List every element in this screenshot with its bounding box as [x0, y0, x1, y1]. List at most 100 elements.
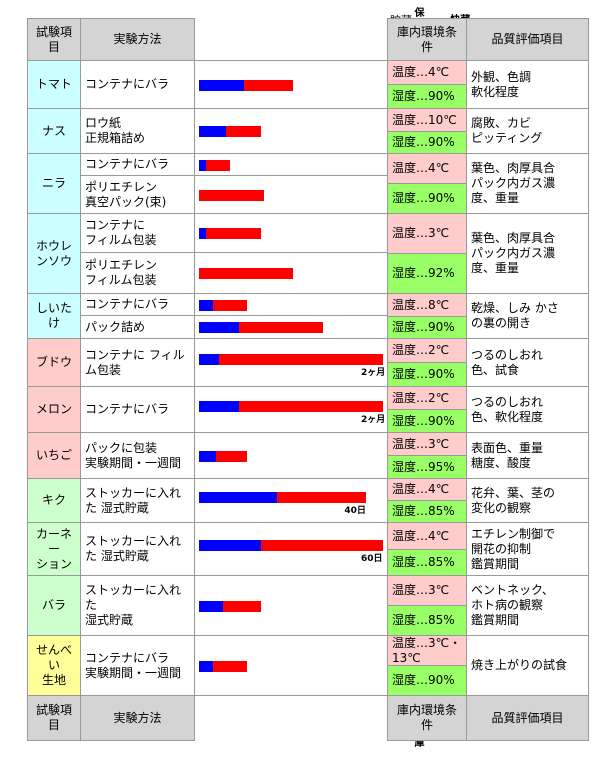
bar [199, 450, 216, 462]
method: コンテナにバラ [80, 60, 195, 109]
bar-cell [194, 175, 388, 214]
header-method: 実験方法 [80, 18, 195, 61]
bar-cell: 2ヶ月 [194, 386, 388, 433]
storage-table: 試験項目実験方法貯蔵結果保冷庫快蔵くん5日10日20日25日1ヶ月以上庫内環境条… [27, 8, 589, 749]
item-name: キク [27, 478, 81, 523]
temperature: 温度…4℃ [387, 478, 467, 501]
method: コンテナにバラ [80, 153, 195, 176]
bar [199, 660, 213, 672]
bar [199, 540, 383, 551]
evaluation: 外観、色調 軟化程度 [466, 60, 589, 109]
temperature: 温度…2℃ [387, 338, 467, 363]
bar [199, 353, 383, 365]
bar [199, 159, 230, 171]
item-name: トマト [27, 60, 81, 109]
bar [199, 600, 261, 612]
item-name: ニラ [27, 153, 81, 214]
bar [199, 126, 227, 137]
humidity: 湿度…90% [387, 316, 467, 339]
evaluation: 葉色、肉厚具合 パック内ガス濃 度、重量 [466, 213, 589, 294]
header-env: 庫内環境条件 [387, 18, 467, 61]
bar-cell [194, 213, 388, 253]
humidity: 湿度…90% [387, 409, 467, 433]
bar [199, 491, 367, 503]
bar-cell [194, 153, 388, 176]
item-name: いちご [27, 432, 81, 479]
item-name: しいた け [27, 293, 81, 339]
bar [199, 159, 206, 171]
item-name: ブドウ [27, 338, 81, 387]
bar [199, 228, 261, 239]
header-quality: 品質評価項目 [466, 18, 589, 61]
bar [199, 491, 277, 503]
bar [199, 268, 293, 279]
evaluation: ベントネック、 ホト病の観察 鑑賞期間 [466, 575, 589, 636]
item-name: カーネ ー ション [27, 522, 81, 576]
humidity: 湿度…90% [387, 183, 467, 214]
item-name: メロン [27, 386, 81, 433]
bar [199, 299, 247, 311]
bar [199, 228, 206, 239]
bar [199, 299, 213, 311]
value-label: 40日 [344, 505, 366, 516]
evaluation: 表面色、重量 糖度、酸度 [466, 432, 589, 479]
temperature: 温度…3℃ [387, 432, 467, 456]
method: パックに包装 実験期間・一週間 [80, 432, 195, 479]
temperature: 温度…2℃ [387, 386, 467, 410]
humidity: 湿度…85% [387, 500, 467, 523]
bar-cell [194, 575, 388, 636]
bar-cell [194, 635, 388, 696]
humidity: 湿度…85% [387, 549, 467, 576]
method: ストッカーに入れ た 湿式貯蔵 [80, 478, 195, 523]
temperature: 温度…3℃ [387, 213, 467, 254]
bar [199, 79, 293, 91]
temperature: 温度…4℃ [387, 60, 467, 85]
bar-cell [194, 60, 388, 109]
temperature: 温度…10℃ [387, 108, 467, 132]
method: コンテナにバラ [80, 293, 195, 316]
header-item: 試験項目 [27, 18, 81, 61]
value-label: 60日 [361, 554, 383, 564]
temperature: 温度…3℃・13℃ [387, 635, 467, 666]
method: コンテナにバラ 実験期間・一週間 [80, 635, 195, 696]
bar [199, 600, 223, 612]
method: ポリエチレン 真空パック(束) [80, 175, 195, 214]
value-label: 2ヶ月 [361, 367, 386, 378]
humidity: 湿度…85% [387, 605, 467, 636]
bar [199, 660, 247, 672]
evaluation: 腐敗、カビ ピッティング [466, 108, 589, 154]
bar [199, 79, 245, 91]
humidity: 湿度…90% [387, 131, 467, 154]
bar-cell [194, 293, 388, 316]
evaluation: 乾燥、しみ かさ の裏の開き [466, 293, 589, 339]
method: コンテナに フィル ム包装 [80, 338, 195, 387]
method: ストッカーに入れ た 湿式貯蔵 [80, 575, 195, 636]
bar-cell [194, 315, 388, 339]
temperature: 温度…8℃ [387, 293, 467, 317]
bar-cell [194, 252, 388, 294]
bar [199, 322, 323, 333]
item-name: ホウレ ンソウ [27, 213, 81, 294]
header-method: 実験方法 [80, 695, 195, 741]
method: ロウ紙 正規箱詰め [80, 108, 195, 154]
method: ストッカーに入れた 湿式貯蔵 [80, 522, 195, 576]
bar [199, 322, 239, 333]
bar [199, 540, 261, 551]
humidity: 湿度…92% [387, 253, 467, 294]
temperature: 温度…3℃ [387, 575, 467, 606]
method: コンテナに フィルム包装 [80, 213, 195, 253]
temperature: 温度…4℃ [387, 153, 467, 184]
method: ポリエチレン フィルム包装 [80, 252, 195, 294]
evaluation: エチレン制御で 開花の抑制 鑑賞期間 [466, 522, 589, 576]
bar [199, 126, 261, 137]
bar [199, 400, 383, 412]
bar-cell [194, 108, 388, 154]
bar-cell: 60日 [194, 522, 388, 576]
evaluation: 葉色、肉厚具合 パック内ガス濃 度、重量 [466, 153, 589, 214]
humidity: 湿度…95% [387, 455, 467, 479]
bar [199, 189, 265, 201]
humidity: 湿度…90% [387, 362, 467, 387]
bar-cell: 2ヶ月 [194, 338, 388, 387]
evaluation: つるのしおれ 色、軟化程度 [466, 386, 589, 433]
item-name: ナス [27, 108, 81, 154]
